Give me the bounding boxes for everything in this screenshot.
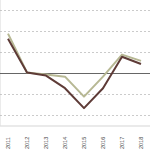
- series-group: [8, 34, 141, 109]
- x-tick-label: 2011: [5, 137, 11, 149]
- x-tick-label: 2014: [62, 137, 68, 149]
- x-tick-label: 2017: [119, 137, 125, 149]
- x-tick-label: 2012: [24, 137, 30, 149]
- line-series: [8, 39, 141, 108]
- line-series: [8, 34, 141, 97]
- grid-line: [0, 31, 150, 32]
- axis-line: [0, 0, 1, 126]
- grid-line: [0, 115, 150, 116]
- x-tick-label: 2013: [43, 137, 49, 149]
- chart-svg: 2011 2012 2013 2014 2015 2016 2017 2018: [0, 0, 150, 150]
- x-tick-label: 2016: [100, 137, 106, 149]
- grid-line: [0, 10, 150, 11]
- chart: 2011 2012 2013 2014 2015 2016 2017 2018: [0, 0, 150, 150]
- grid-line: [0, 94, 150, 95]
- grid-line: [0, 73, 150, 74]
- axis-line: [0, 126, 150, 127]
- grid-line: [0, 52, 150, 53]
- x-tick-label: 2015: [81, 137, 87, 149]
- x-tick-label: 2018: [138, 137, 144, 149]
